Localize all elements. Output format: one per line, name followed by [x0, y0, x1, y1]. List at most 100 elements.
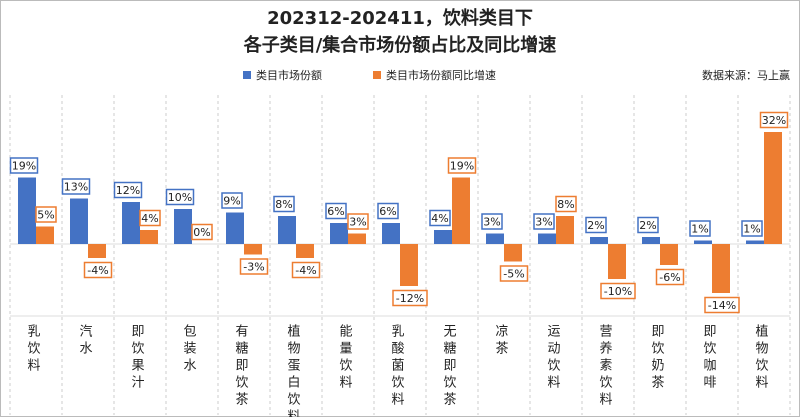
value-label: 4%	[431, 212, 448, 225]
value-label: 3%	[535, 216, 552, 229]
bar	[278, 216, 296, 244]
value-label: 10%	[168, 191, 192, 204]
value-label-box	[555, 195, 577, 213]
legend-swatch	[243, 71, 251, 79]
bar	[590, 237, 608, 244]
value-label: 3%	[349, 216, 366, 229]
bar	[712, 244, 730, 293]
value-label: 8%	[275, 198, 292, 211]
bar	[608, 244, 626, 279]
bar	[226, 212, 244, 244]
value-label: 12%	[116, 184, 140, 197]
legend-label: 类目市场份额同比增速	[386, 68, 496, 82]
x-tick-label: 无糖即饮茶	[441, 324, 457, 409]
value-label: -4%	[295, 264, 316, 277]
bar	[660, 244, 678, 265]
value-label: 2%	[639, 219, 656, 232]
value-label-box	[9, 157, 39, 174]
value-label: 6%	[379, 205, 396, 218]
bar	[140, 230, 158, 244]
value-label-box	[291, 261, 321, 279]
value-label: -12%	[396, 292, 424, 305]
value-label-box	[83, 261, 113, 279]
value-label: -14%	[708, 299, 736, 312]
value-label-box	[325, 202, 347, 220]
x-tick-label: 即饮咖啡	[701, 324, 717, 392]
value-label-box	[191, 223, 213, 241]
value-label: -10%	[604, 285, 632, 298]
value-label: 6%	[327, 205, 344, 218]
value-label-box	[61, 178, 91, 195]
bar	[18, 177, 36, 244]
bar	[244, 244, 262, 255]
x-tick-label: 即饮奶茶	[649, 324, 665, 392]
value-label-box	[741, 220, 763, 237]
value-label-box	[139, 209, 161, 227]
x-tick-label: 植物饮料	[753, 324, 769, 392]
bar	[694, 240, 712, 244]
value-label: 1%	[743, 223, 760, 236]
bar	[556, 216, 574, 244]
chart-title: 202312-202411，饮料类目下	[267, 7, 533, 29]
value-label: -4%	[87, 264, 108, 277]
value-label-box	[499, 265, 529, 282]
value-label-box	[239, 258, 269, 275]
bar	[70, 198, 88, 244]
x-tick-label: 乳饮料	[25, 324, 41, 375]
value-label: 2%	[587, 219, 604, 232]
value-label-box	[392, 289, 428, 307]
x-tick-label: 即饮果汁	[129, 324, 145, 392]
value-label: 1%	[691, 223, 708, 236]
value-label: 5%	[37, 209, 54, 222]
bar	[400, 244, 418, 286]
value-label-box	[221, 192, 243, 209]
bar	[538, 233, 556, 244]
value-label: -3%	[243, 261, 264, 274]
bar	[746, 240, 764, 244]
bar	[330, 223, 348, 244]
x-tick-label: 植物蛋白饮料	[285, 324, 301, 417]
value-label-box	[377, 202, 399, 220]
bar	[348, 233, 366, 244]
value-label: 3%	[483, 216, 500, 229]
x-tick-label: 包装水	[181, 324, 197, 375]
value-label: 19%	[450, 160, 474, 173]
value-label-box	[585, 216, 607, 234]
value-label: 8%	[557, 198, 574, 211]
x-tick-label: 汽水	[77, 324, 93, 358]
bar	[452, 177, 470, 244]
value-label: -6%	[659, 271, 680, 284]
value-label: 13%	[64, 181, 88, 194]
value-label-box	[35, 206, 57, 223]
value-label-box	[429, 209, 451, 227]
bar	[764, 132, 782, 244]
value-label: 19%	[12, 160, 36, 173]
bar	[434, 230, 452, 244]
value-label-box	[704, 296, 740, 314]
value-label: -5%	[503, 268, 524, 281]
value-label-box	[655, 268, 685, 286]
x-tick-label: 有糖即饮茶	[233, 324, 249, 409]
value-label-box	[347, 213, 369, 230]
value-label-box	[273, 195, 295, 213]
bar	[122, 202, 140, 244]
legend-swatch	[373, 71, 381, 79]
chart-subtitle: 各子类目/集合市场份额占比及同比增速	[243, 34, 557, 56]
value-label-box	[600, 282, 636, 300]
bar	[382, 223, 400, 244]
bar	[36, 226, 54, 244]
value-label-box	[447, 157, 477, 174]
source: 数据来源：马上赢	[702, 68, 790, 82]
bar	[174, 209, 192, 244]
value-label-box	[759, 111, 789, 129]
bar	[296, 244, 314, 258]
value-label-box	[533, 213, 555, 230]
value-label-box	[481, 213, 503, 230]
bar	[486, 233, 504, 244]
value-label-box	[689, 220, 711, 237]
value-label-box	[165, 188, 195, 206]
legend-label: 类目市场份额	[256, 68, 322, 82]
bar	[504, 244, 522, 262]
x-tick-label: 营养素饮料	[597, 324, 613, 409]
